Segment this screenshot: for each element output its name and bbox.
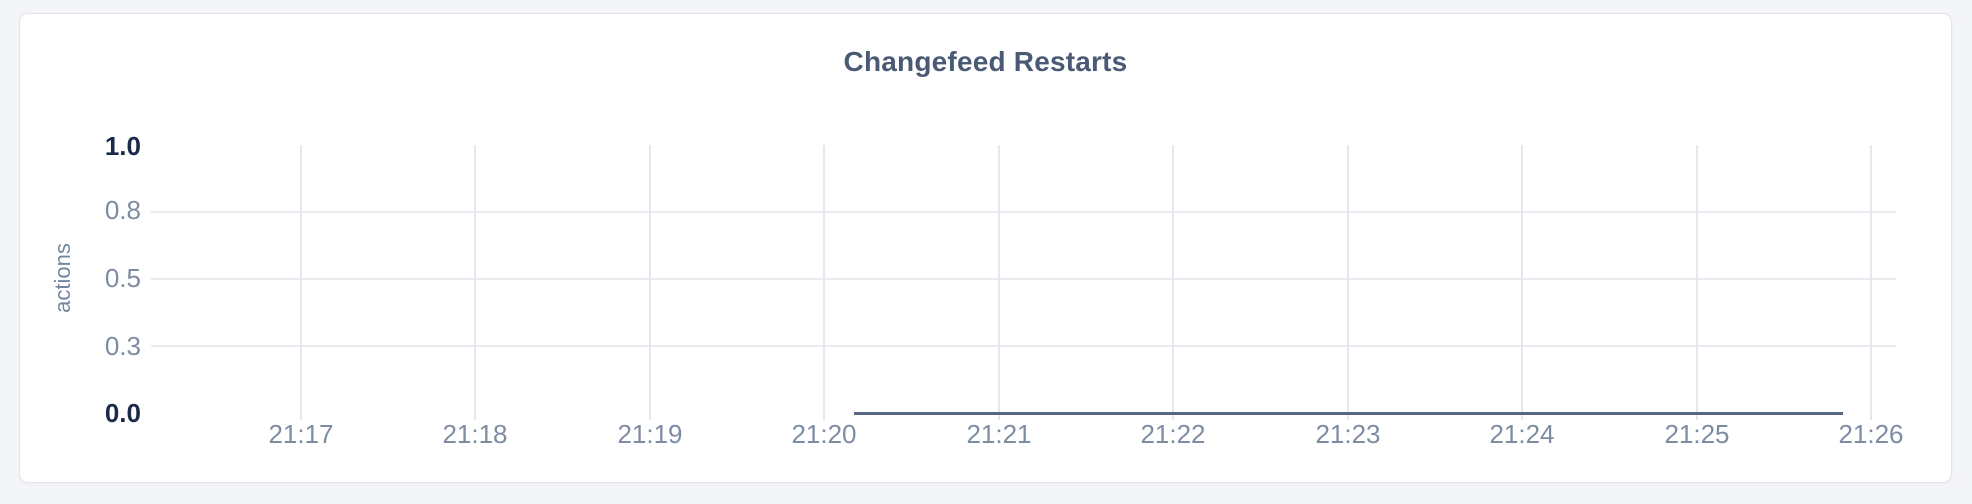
v-gridline-21:18 [474,145,476,420]
chart-title: Changefeed Restarts [843,46,1128,77]
h-gridline-0.8 [151,211,1896,213]
y-tick-label-0.8: 0.8 [104,195,141,225]
h-gridline-0.3 [151,345,1896,347]
v-gridline-21:21 [998,145,1000,420]
x-tick-label-21:17: 21:17 [268,419,334,449]
y-tick-label-0.3: 0.3 [104,331,141,361]
x-tick-label-21:18: 21:18 [442,419,508,449]
v-gridline-21:20 [823,145,825,420]
x-tick-label-21:26: 21:26 [1838,419,1904,449]
x-tick-label-21:23: 21:23 [1315,419,1381,449]
plot-area[interactable] [151,145,1896,420]
x-tick-label-21:22: 21:22 [1140,419,1206,449]
x-tick-label-21:25: 21:25 [1664,419,1730,449]
v-gridline-21:25 [1696,145,1698,420]
y-tick-label-0.5: 0.5 [104,263,141,293]
chart-card: Changefeed Restarts actions 1.0 0.8 0.5 … [19,13,1952,483]
x-tick-label-21:21: 21:21 [966,419,1032,449]
x-tick-label-21:19: 21:19 [617,419,683,449]
x-tick-label-21:24: 21:24 [1489,419,1555,449]
v-gridline-21:19 [649,145,651,420]
h-gridline-0.5 [151,278,1896,280]
y-tick-label-0.0: 0.0 [104,398,141,428]
v-gridline-21:17 [300,145,302,420]
v-gridline-21:22 [1172,145,1174,420]
series-line-changefeed-restarts [854,412,1843,415]
v-gridline-21:23 [1347,145,1349,420]
y-tick-label-1.0: 1.0 [104,131,141,161]
v-gridline-21:24 [1521,145,1523,420]
x-tick-label-21:20: 21:20 [791,419,857,449]
v-gridline-21:26 [1870,145,1872,420]
